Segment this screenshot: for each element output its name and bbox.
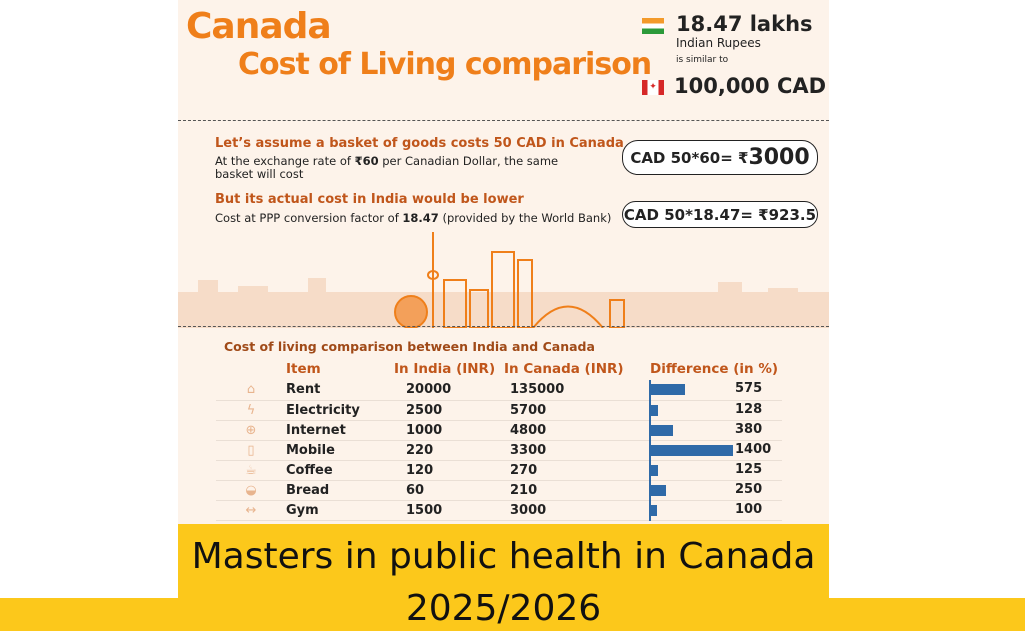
difference-value: 380 bbox=[735, 421, 763, 437]
difference-bar bbox=[651, 504, 657, 516]
title-cost-of-living: Cost of Living comparison bbox=[238, 47, 652, 82]
divider bbox=[178, 326, 829, 327]
caption-box: Masters in public health in Canada bbox=[178, 524, 829, 604]
comparison-table: Item In India (INR) In Canada (INR) Diff… bbox=[216, 358, 782, 521]
ppp-heading: But its actual cost in India would be lo… bbox=[215, 192, 524, 207]
canada-cost: 210 bbox=[504, 480, 650, 501]
lightning-icon: ϟ bbox=[216, 400, 286, 421]
phone-icon: ▯ bbox=[216, 440, 286, 461]
header-difference: Difference (in %) bbox=[650, 361, 779, 377]
table-row: ▯ Mobile 220 3300 1400 bbox=[216, 440, 782, 461]
canada-cost: 270 bbox=[504, 460, 650, 481]
difference-cell: 575 bbox=[649, 380, 782, 401]
difference-cell: 125 bbox=[649, 460, 782, 481]
ppp-text: Cost at PPP conversion factor of 18.47 (… bbox=[215, 211, 612, 225]
exchange-calc-pill: CAD 50*60= ₹3000 bbox=[622, 140, 818, 175]
india-cost: 1000 bbox=[394, 420, 504, 441]
difference-cell: 100 bbox=[649, 500, 782, 521]
canada-cost: 4800 bbox=[504, 420, 650, 441]
header-canada: In Canada (INR) bbox=[504, 361, 624, 377]
item-name: Coffee bbox=[286, 460, 394, 481]
canada-flag-icon: ✦ bbox=[642, 80, 664, 95]
caption-line1: Masters in public health in Canada bbox=[191, 536, 816, 577]
table-row: ↔ Gym 1500 3000 100 bbox=[216, 500, 782, 521]
exchange-rate-text: At the exchange rate of ₹60 per Canadian… bbox=[215, 154, 559, 181]
dumbbell-icon: ↔ bbox=[216, 500, 286, 521]
difference-cell: 380 bbox=[649, 420, 782, 441]
india-cost: 2500 bbox=[394, 400, 504, 421]
difference-bar bbox=[651, 424, 674, 436]
difference-bar bbox=[651, 444, 733, 456]
item-name: Mobile bbox=[286, 440, 394, 461]
canada-cost: 3300 bbox=[504, 440, 650, 461]
table-row: ⊕ Internet 1000 4800 380 bbox=[216, 420, 782, 441]
header-india: In India (INR) bbox=[394, 361, 496, 377]
difference-value: 1400 bbox=[735, 441, 772, 457]
cad-amount: 100,000 CAD bbox=[674, 74, 827, 98]
bread-icon: ◒ bbox=[216, 480, 286, 501]
difference-cell: 1400 bbox=[649, 440, 782, 461]
item-name: Electricity bbox=[286, 400, 394, 421]
item-name: Internet bbox=[286, 420, 394, 441]
canada-cost: 5700 bbox=[504, 400, 650, 421]
india-flag-icon bbox=[642, 18, 664, 34]
india-cost: 20000 bbox=[394, 380, 504, 401]
item-name: Bread bbox=[286, 480, 394, 501]
table-row: ⌂ Rent 20000 135000 575 bbox=[216, 380, 782, 401]
canada-cost: 3000 bbox=[504, 500, 650, 521]
table-row: ☕ Coffee 120 270 125 bbox=[216, 460, 782, 481]
coffee-icon: ☕ bbox=[216, 460, 286, 481]
inr-label: Indian Rupees bbox=[676, 36, 761, 50]
header-item: Item bbox=[286, 361, 321, 377]
difference-value: 575 bbox=[735, 381, 763, 396]
difference-cell: 128 bbox=[649, 400, 782, 421]
divider bbox=[178, 120, 829, 121]
difference-bar bbox=[651, 404, 659, 416]
ppp-calc-pill: CAD 50*18.47= ₹923.5 bbox=[622, 201, 818, 228]
india-cost: 60 bbox=[394, 480, 504, 501]
globe-icon: ⊕ bbox=[216, 420, 286, 441]
table-row: ϟ Electricity 2500 5700 128 bbox=[216, 400, 782, 421]
difference-bar bbox=[651, 484, 666, 496]
house-icon: ⌂ bbox=[216, 380, 286, 401]
basket-heading: Let’s assume a basket of goods costs 50 … bbox=[215, 136, 624, 151]
difference-value: 100 bbox=[735, 501, 763, 517]
difference-value: 125 bbox=[735, 461, 763, 477]
difference-bar bbox=[651, 464, 659, 476]
canada-cost: 135000 bbox=[504, 380, 650, 401]
toronto-skyline-illustration bbox=[178, 232, 829, 328]
caption-line2: 2025/2026 bbox=[405, 588, 602, 629]
cost-of-living-infographic: Canada Cost of Living comparison 18.47 l… bbox=[178, 0, 829, 524]
connector-text: is similar to bbox=[676, 55, 729, 65]
item-name: Rent bbox=[286, 380, 394, 401]
table-title: Cost of living comparison between India … bbox=[224, 339, 595, 354]
item-name: Gym bbox=[286, 500, 394, 521]
difference-bar bbox=[651, 384, 685, 396]
india-cost: 220 bbox=[394, 440, 504, 461]
india-cost: 120 bbox=[394, 460, 504, 481]
table-row: ◒ Bread 60 210 250 bbox=[216, 480, 782, 501]
inr-amount: 18.47 lakhs bbox=[676, 12, 813, 36]
difference-cell: 250 bbox=[649, 480, 782, 501]
difference-value: 128 bbox=[735, 401, 763, 417]
title-canada: Canada bbox=[186, 6, 332, 47]
difference-value: 250 bbox=[735, 481, 763, 497]
india-cost: 1500 bbox=[394, 500, 504, 521]
